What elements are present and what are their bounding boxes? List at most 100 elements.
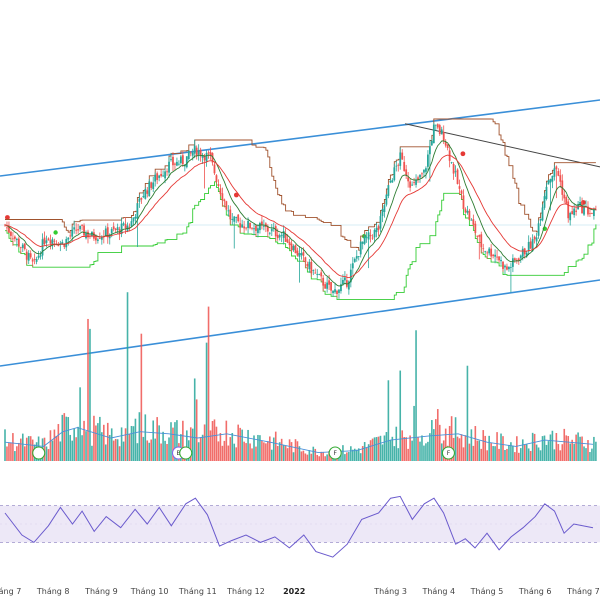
sell-signal-dot bbox=[460, 151, 466, 157]
candle-body bbox=[114, 228, 117, 231]
volume-bar bbox=[59, 441, 62, 461]
candle-body bbox=[237, 214, 240, 222]
volume-bar bbox=[142, 436, 145, 461]
volume-bar bbox=[259, 435, 261, 461]
candle-body bbox=[221, 193, 224, 201]
volume-bar bbox=[12, 433, 14, 461]
volume-bar bbox=[282, 445, 285, 461]
volume-bar bbox=[221, 445, 224, 461]
candle-body bbox=[81, 225, 83, 226]
candle-body bbox=[571, 211, 574, 215]
volume-bar bbox=[21, 433, 24, 461]
candle-body bbox=[35, 258, 38, 262]
volume-bar bbox=[411, 440, 413, 461]
volume-bar bbox=[274, 431, 277, 461]
candle-body bbox=[351, 263, 354, 269]
volume-bar bbox=[498, 448, 500, 461]
candle-body bbox=[541, 207, 544, 221]
volume-bar bbox=[373, 437, 376, 461]
volume-bar bbox=[539, 450, 542, 461]
candle-body bbox=[181, 155, 184, 165]
candle-body bbox=[284, 233, 287, 242]
signal-marker-circle bbox=[328, 446, 342, 460]
candle-body bbox=[545, 186, 548, 199]
volume-bar bbox=[27, 436, 30, 461]
volume-bar bbox=[553, 449, 556, 461]
volume-bar bbox=[326, 454, 328, 461]
volume-bar bbox=[393, 446, 396, 461]
volume-bar bbox=[488, 435, 490, 461]
x-tick-label: 2022 bbox=[283, 587, 305, 596]
candle-body bbox=[187, 150, 190, 160]
volume-bar bbox=[83, 420, 85, 461]
candle-body bbox=[569, 212, 572, 221]
volume-bar bbox=[555, 433, 558, 461]
volume-bar bbox=[413, 405, 415, 461]
volume-bar bbox=[460, 434, 463, 461]
x-tick-label: Tháng 4 bbox=[421, 587, 455, 596]
candle-body bbox=[156, 173, 159, 180]
volume-bar bbox=[276, 445, 279, 461]
volume-bar bbox=[569, 443, 571, 461]
candle-body bbox=[330, 282, 332, 291]
volume-bar bbox=[89, 328, 91, 461]
volume-bar bbox=[116, 439, 119, 461]
volume-bar bbox=[573, 443, 575, 461]
volume-bar bbox=[419, 441, 421, 461]
volume-bar bbox=[103, 424, 105, 461]
candle-body bbox=[328, 280, 330, 285]
volume-bar bbox=[112, 440, 115, 461]
volume-bar bbox=[529, 450, 532, 461]
volume-bar bbox=[47, 449, 50, 461]
candle-body bbox=[229, 209, 232, 220]
volume-bar bbox=[114, 439, 117, 461]
rsi-pane bbox=[0, 495, 600, 558]
candle-body bbox=[427, 154, 429, 167]
volume-bar bbox=[176, 420, 178, 461]
candle-body bbox=[25, 251, 28, 260]
candle-body bbox=[225, 201, 228, 210]
volume-bar bbox=[261, 441, 263, 461]
volume-bar bbox=[519, 448, 522, 461]
volume-bar bbox=[346, 452, 348, 461]
candle-body bbox=[355, 256, 358, 259]
volume-bar bbox=[95, 425, 97, 461]
volume-bar bbox=[391, 436, 394, 461]
candle-body bbox=[549, 179, 552, 183]
candle-body bbox=[332, 290, 334, 294]
candle-body bbox=[71, 229, 74, 237]
candle-body bbox=[494, 254, 496, 257]
candle-body bbox=[373, 229, 376, 238]
x-tick-label: Tháng 6 bbox=[518, 587, 552, 596]
volume-bar bbox=[533, 433, 536, 461]
candle-body bbox=[519, 255, 522, 259]
candle-body bbox=[255, 225, 257, 231]
volume-bar bbox=[91, 445, 93, 461]
x-tick-label: Tháng 11 bbox=[178, 587, 217, 596]
volume-bar bbox=[557, 444, 560, 461]
candle-body bbox=[446, 144, 449, 148]
candle-body bbox=[69, 235, 72, 237]
candle-body bbox=[154, 174, 157, 182]
candle-body bbox=[551, 175, 554, 182]
candle-body bbox=[203, 156, 206, 161]
volume-bar bbox=[361, 446, 364, 461]
candle-body bbox=[336, 290, 338, 295]
candle-body bbox=[492, 254, 495, 257]
candle-body bbox=[458, 186, 461, 189]
candle-body bbox=[227, 210, 230, 212]
volume-bar bbox=[211, 421, 214, 461]
candle-body bbox=[353, 258, 356, 262]
volume-bar bbox=[186, 430, 188, 461]
candle-body bbox=[29, 253, 32, 258]
candle-body bbox=[452, 163, 455, 174]
candle-body bbox=[464, 209, 467, 213]
candle-body bbox=[537, 223, 540, 236]
volume-bar bbox=[172, 427, 174, 461]
volume-bar bbox=[99, 416, 101, 461]
volume-bar bbox=[154, 438, 156, 461]
volume-bar bbox=[265, 443, 267, 461]
volume-bar bbox=[150, 439, 153, 461]
volume-bar bbox=[387, 380, 390, 461]
volume-bar bbox=[4, 429, 6, 461]
